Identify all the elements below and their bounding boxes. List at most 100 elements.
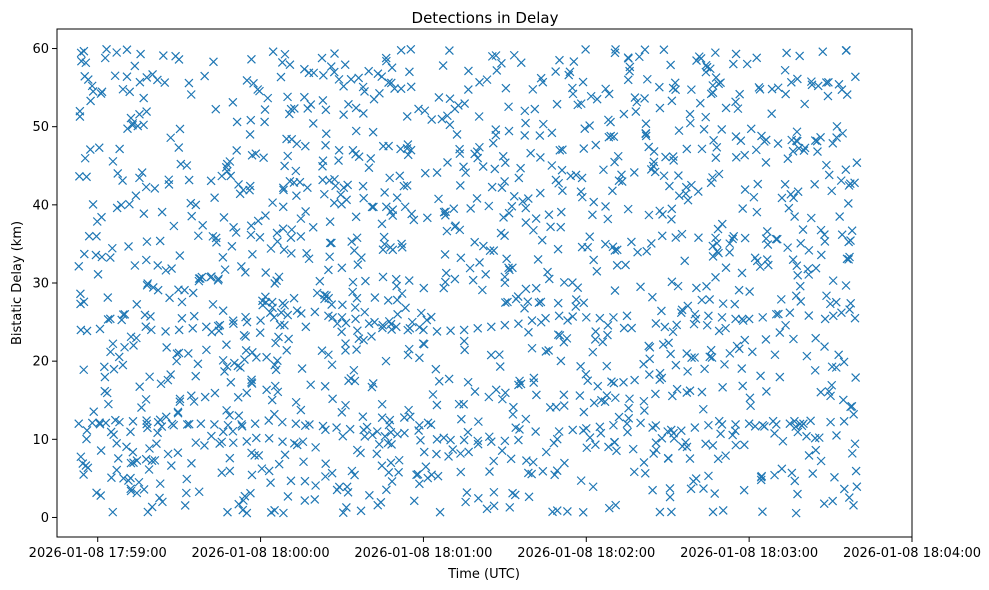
- clutter-point: [648, 485, 658, 495]
- clutter-point: [414, 479, 424, 489]
- data-point: [820, 314, 830, 324]
- clutter-point: [289, 104, 299, 113]
- clutter-point: [708, 440, 718, 450]
- data-point: [182, 420, 192, 429]
- clutter-point: [750, 421, 760, 431]
- clutter-point: [126, 427, 135, 437]
- clutter-point: [821, 78, 831, 87]
- clutter-point: [761, 158, 771, 167]
- clutter-point: [172, 356, 181, 366]
- clutter-point: [752, 207, 762, 217]
- clutter-point: [591, 327, 601, 337]
- clutter-point: [758, 507, 767, 517]
- clutter-point: [372, 449, 382, 459]
- clutter-point: [334, 482, 344, 492]
- clutter-point: [803, 264, 813, 274]
- clutter-point: [416, 308, 426, 318]
- clutter-point: [434, 376, 444, 386]
- clutter-point: [76, 452, 86, 462]
- clutter-point: [455, 225, 465, 235]
- clutter-point: [126, 332, 136, 342]
- clutter-point: [685, 454, 695, 463]
- clutter-point: [265, 308, 275, 318]
- clutter-point: [145, 372, 155, 382]
- clutter-point: [651, 421, 661, 430]
- clutter-point: [553, 298, 563, 308]
- clutter-point: [745, 393, 755, 403]
- clutter-point: [102, 388, 112, 398]
- clutter-point: [524, 492, 534, 502]
- clutter-point: [259, 153, 269, 163]
- clutter-point: [291, 397, 301, 407]
- clutter-point: [321, 459, 331, 469]
- clutter-point: [707, 353, 717, 362]
- clutter-point: [603, 320, 613, 330]
- clutter-point: [351, 126, 361, 136]
- data-point: [229, 319, 238, 329]
- clutter-point: [228, 97, 238, 107]
- clutter-point: [329, 198, 339, 208]
- clutter-point: [751, 145, 761, 155]
- clutter-point: [358, 412, 368, 422]
- clutter-point: [491, 385, 501, 395]
- clutter-point: [403, 150, 413, 160]
- clutter-point: [356, 506, 366, 516]
- clutter-point: [581, 369, 591, 379]
- clutter-point: [319, 189, 329, 199]
- clutter-point: [711, 153, 721, 163]
- clutter-point: [289, 293, 299, 303]
- clutter-point: [487, 51, 497, 61]
- clutter-point: [95, 418, 105, 428]
- clutter-point: [234, 411, 244, 421]
- clutter-point: [802, 351, 812, 361]
- clutter-point: [191, 200, 201, 210]
- clutter-point: [589, 398, 599, 408]
- clutter-point: [377, 399, 387, 409]
- clutter-point: [148, 282, 158, 292]
- clutter-point: [86, 96, 96, 106]
- clutter-point: [528, 457, 538, 467]
- clutter-point: [577, 192, 587, 202]
- clutter-point: [283, 151, 293, 161]
- clutter-point: [88, 199, 98, 209]
- data-point: [188, 323, 198, 333]
- clutter-point: [348, 277, 358, 287]
- clutter-point: [612, 446, 621, 456]
- clutter-point: [177, 297, 187, 307]
- clutter-point: [351, 212, 361, 222]
- clutter-point: [668, 152, 678, 162]
- clutter-point: [482, 504, 492, 514]
- clutter-point: [708, 173, 717, 182]
- clutter-point: [844, 181, 854, 190]
- clutter-point: [590, 335, 600, 344]
- clutter-point: [113, 169, 123, 178]
- clutter-point: [488, 138, 498, 148]
- clutter-point: [225, 157, 235, 166]
- clutter-point: [474, 142, 484, 152]
- clutter-point: [444, 46, 454, 55]
- clutter-point: [180, 501, 190, 510]
- clutter-point: [386, 78, 396, 88]
- data-point: [196, 419, 206, 429]
- clutter-point: [286, 233, 296, 243]
- clutter-point: [825, 299, 835, 309]
- clutter-point: [851, 373, 861, 382]
- clutter-point: [300, 476, 310, 486]
- clutter-point: [729, 231, 739, 241]
- clutter-point: [352, 345, 362, 354]
- clutter-point: [264, 466, 274, 476]
- clutter-point: [770, 470, 779, 480]
- clutter-point: [189, 397, 199, 406]
- clutter-point: [518, 197, 528, 206]
- clutter-point: [360, 431, 370, 441]
- clutter-point: [370, 317, 379, 327]
- clutter-point: [787, 135, 797, 145]
- clutter-point: [291, 166, 301, 176]
- clutter-point: [494, 350, 504, 360]
- clutter-point: [337, 300, 347, 310]
- clutter-point: [136, 49, 146, 59]
- clutter-point: [827, 362, 837, 372]
- clutter-point: [844, 493, 854, 502]
- clutter-point: [217, 468, 227, 478]
